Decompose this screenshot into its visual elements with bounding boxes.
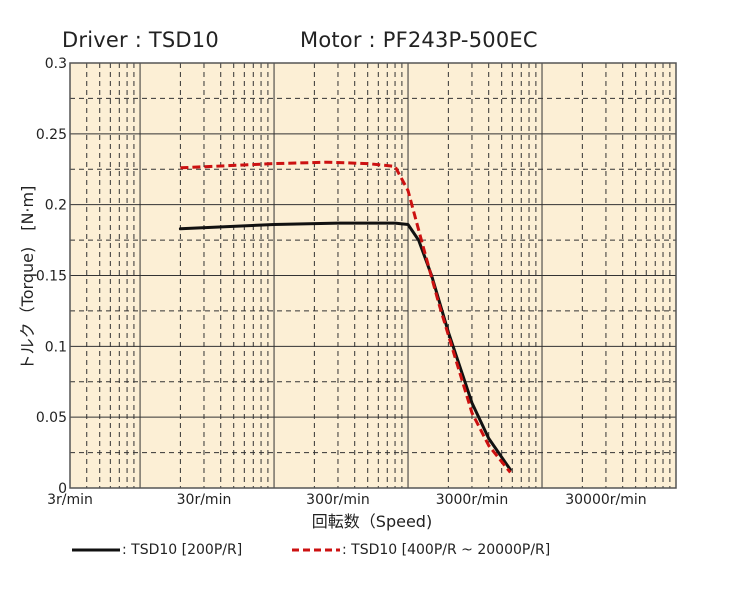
driver-label: Driver : TSD10 [62,28,219,52]
x-axis-label: 回転数（Speed) [311,512,433,531]
y-tick-label: 0.25 [36,127,67,143]
legend-item-200pr: : TSD10 [200P/R] [72,539,242,561]
y-tick-label: 0.2 [45,198,67,214]
x-tick-label: 30r/min [177,492,232,505]
legend-label-400pr: : TSD10 [400P/R ~ 20000P/R] [342,542,551,558]
x-tick-label: 3000r/min [436,492,509,505]
y-axis-label-text: トルク（Torque) [N·m] [18,185,37,371]
legend-label-200pr: : TSD10 [200P/R] [122,542,243,558]
series-line-0 [178,221,512,472]
x-tick-label: 30000r/min [565,492,646,505]
chart-plot: 0 0.05 0.1 0.15 0.2 0.25 0.3 3r/min 30r/min 300r/… [36,56,677,505]
x-tick-label: 300r/min [306,492,370,505]
motor-label: Motor : PF243P-500EC [300,28,538,52]
y-tick-label: 0.3 [45,56,67,72]
legend-item-400pr: : TSD10 [400P/R ~ 20000P/R] [292,539,550,561]
y-tick-label: 0.15 [36,269,67,285]
legend-dashed-line-icon [292,548,340,552]
y-tick-label: 0 [58,481,67,497]
series-line-1 [180,160,512,474]
plot-frame [69,62,677,489]
legend-solid-line-icon [72,548,120,552]
x-tick-label: 3r/min [47,492,93,505]
y-tick-label: 0.05 [36,410,67,426]
y-tick-label: 0.1 [45,339,67,355]
